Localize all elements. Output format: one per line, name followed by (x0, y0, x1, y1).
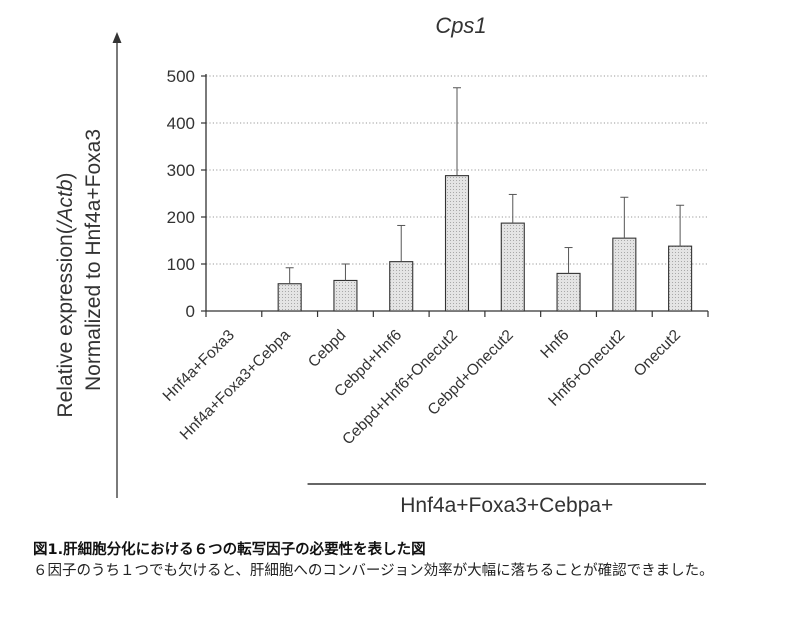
x-tick-label-6: Hnf6 (537, 327, 572, 362)
chart-title: Cps1 (435, 13, 486, 38)
figure-caption: 図1.肝細胞分化における６つの転写因子の必要性を表した図 ６因子のうち１つでも欠… (33, 540, 793, 582)
y-axis-label-line1: Relative expression(/Actb) (54, 172, 77, 417)
y-axis-arrow-head (113, 32, 122, 43)
x-tick-label-2: Cebpd (305, 327, 349, 371)
caption-body: ６因子のうち１つでも欠けると、肝細胞へのコンバージョン効率が大幅に落ちることが確… (33, 561, 793, 582)
y-tick-label-0: 0 (186, 302, 195, 321)
y-axis-label-part1: Relative expression( (54, 227, 77, 417)
group-label: Hnf4a+Foxa3+Cebpa+ (400, 494, 613, 517)
y-axis-label-line2: Normalized to Hnf4a+Foxa3 (82, 129, 105, 391)
y-tick-labels: 0 100 200 300 400 500 (167, 67, 195, 321)
caption-title: 図1.肝細胞分化における６つの転写因子の必要性を表した図 (33, 540, 793, 561)
bar-2 (334, 280, 357, 311)
y-tick-label-300: 300 (167, 161, 195, 180)
y-tick-label-200: 200 (167, 208, 195, 227)
bar-6 (557, 273, 580, 311)
bar-8 (669, 246, 692, 311)
y-axis-label-part2: /Actb (54, 179, 77, 229)
y-tick-label-100: 100 (167, 255, 195, 274)
bar-7 (613, 238, 636, 311)
y-tick-label-500: 500 (167, 67, 195, 86)
bar-3 (390, 262, 413, 311)
bar-1 (278, 284, 301, 311)
x-tick-label-8: Onecut2 (631, 327, 684, 380)
y-tick-label-400: 400 (167, 114, 195, 133)
bars (278, 88, 691, 311)
x-tick-labels: Hnf4a+Foxa3Hnf4a+Foxa3+CebpaCebpdCebpd+H… (160, 326, 684, 448)
bar-4 (446, 176, 469, 311)
bar-5 (501, 223, 524, 311)
y-axis-label-part3: ) (54, 172, 77, 179)
x-tick-label-1: Hnf4a+Foxa3+Cebpa (177, 326, 294, 443)
bar-chart: Cps1 Relative expression(/Actb) Normaliz… (0, 0, 802, 535)
